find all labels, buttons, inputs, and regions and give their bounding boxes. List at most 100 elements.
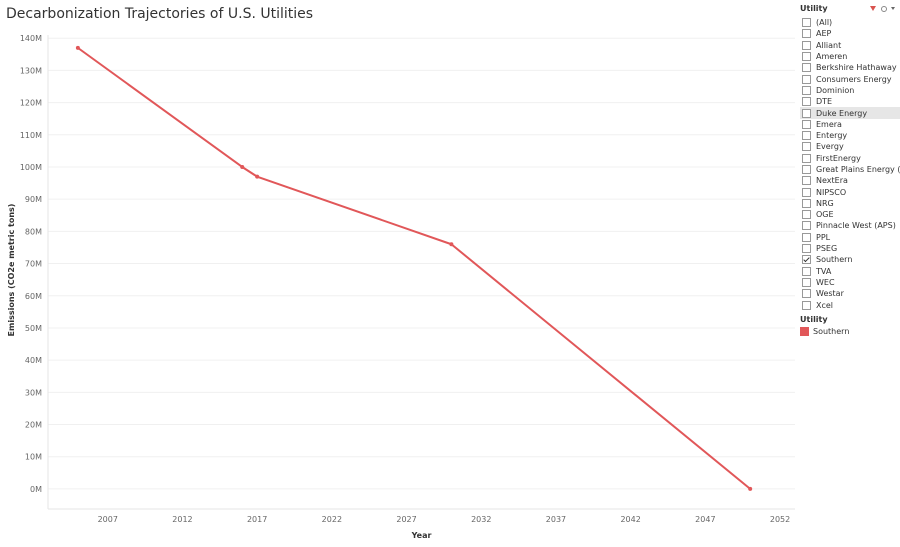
filter-item[interactable]: Evergy: [800, 141, 900, 152]
checkbox[interactable]: [802, 277, 811, 287]
filter-item[interactable]: PSEG: [800, 243, 900, 254]
filter-item-label: Ameren: [816, 52, 848, 62]
filter-item[interactable]: Great Plains Energy (...: [800, 164, 900, 175]
clear-filter-icon[interactable]: [870, 6, 876, 11]
data-point[interactable]: [748, 486, 753, 491]
y-tick-label: 50M: [25, 324, 42, 333]
gridlines: [48, 37, 795, 490]
x-tick-label: 2017: [247, 515, 267, 524]
page-title: Decarbonization Trajectories of U.S. Uti…: [6, 6, 314, 22]
filter-item-label: Duke Energy: [816, 108, 868, 118]
filter-item[interactable]: Southern: [800, 254, 900, 265]
checkbox[interactable]: [802, 74, 811, 84]
checkbox[interactable]: [802, 221, 811, 231]
checkbox[interactable]: [802, 63, 811, 73]
filter-item-label: Westar: [816, 289, 844, 299]
filter-item-label: Xcel: [816, 300, 834, 310]
data-point[interactable]: [240, 164, 245, 169]
filter-item-label: (All): [816, 18, 833, 28]
filter-item[interactable]: (All): [800, 17, 900, 28]
checkbox[interactable]: [802, 29, 811, 39]
filter-item[interactable]: NRG: [800, 198, 900, 209]
filter-item-label: Consumers Energy: [816, 74, 892, 84]
filter-item[interactable]: AEP: [800, 28, 900, 39]
checkbox[interactable]: [802, 119, 811, 129]
checkbox[interactable]: [802, 108, 811, 118]
filter-item[interactable]: DTE: [800, 96, 900, 107]
y-tick-label: 0M: [30, 485, 42, 494]
checkbox[interactable]: [802, 300, 811, 310]
y-tick-label: 130M: [20, 66, 42, 75]
filter-toolbar: [870, 4, 896, 13]
filter-item[interactable]: Emera: [800, 119, 900, 130]
filter-list: (All) AEP Alliant Ameren Berkshire Hathaway …: [800, 17, 900, 311]
filter-item-label: NIPSCO: [816, 187, 847, 197]
y-tick-label: 110M: [20, 131, 42, 140]
y-axis-title: Emissions (CO2e metric tons): [7, 204, 16, 337]
y-tick-label: 140M: [20, 34, 42, 43]
checkbox[interactable]: [802, 198, 811, 208]
filter-item[interactable]: OGE: [800, 209, 900, 220]
legend-swatch: [800, 327, 809, 336]
filter-item-label: TVA: [816, 266, 832, 276]
filter-item[interactable]: Berkshire Hathaway ...: [800, 62, 900, 73]
x-tick-label: 2052: [770, 515, 790, 524]
checkbox[interactable]: [802, 165, 811, 174]
checkbox[interactable]: [802, 244, 811, 254]
filter-item[interactable]: Ameren: [800, 51, 900, 62]
filter-item-label: Dominion: [816, 85, 855, 95]
y-tick-label: 20M: [25, 421, 42, 430]
filter-item-label: WEC: [816, 277, 835, 287]
filter-item[interactable]: NIPSCO: [800, 186, 900, 197]
filter-item-label: Great Plains Energy (...: [816, 165, 900, 174]
checkbox[interactable]: [802, 289, 811, 299]
checkbox[interactable]: [802, 40, 811, 50]
data-point[interactable]: [449, 242, 454, 247]
search-icon[interactable]: [880, 5, 887, 12]
checkbox[interactable]: [802, 52, 811, 62]
checkbox[interactable]: [802, 266, 811, 276]
checkbox-checked[interactable]: [802, 255, 811, 265]
filter-item-label: NextEra: [816, 176, 848, 186]
filter-item-label: FirstEnergy: [816, 153, 861, 163]
data-point[interactable]: [255, 174, 260, 179]
x-tick-label: 2037: [546, 515, 566, 524]
checkbox[interactable]: [802, 85, 811, 95]
filter-item-label: DTE: [816, 97, 833, 107]
filter-item[interactable]: Pinnacle West (APS): [800, 220, 900, 231]
x-tick-label: 2007: [98, 515, 118, 524]
checkbox[interactable]: [802, 187, 811, 197]
checkbox[interactable]: [802, 176, 811, 186]
filter-item[interactable]: TVA: [800, 266, 900, 277]
filter-item[interactable]: Dominion: [800, 85, 900, 96]
checkbox[interactable]: [802, 97, 811, 107]
y-tick-label: 60M: [25, 292, 42, 301]
y-tick-label: 100M: [20, 163, 42, 172]
checkbox[interactable]: [802, 210, 811, 220]
data-point[interactable]: [75, 45, 80, 50]
menu-dropdown-icon[interactable]: [891, 7, 896, 10]
filter-item[interactable]: Alliant: [800, 40, 900, 51]
filter-item-label: PSEG: [816, 244, 838, 254]
checkbox[interactable]: [802, 142, 811, 152]
filter-item[interactable]: Westar: [800, 288, 900, 299]
checkbox[interactable]: [802, 232, 811, 242]
filter-item[interactable]: Consumers Energy: [800, 73, 900, 84]
x-tick-label: 2047: [695, 515, 715, 524]
filter-item[interactable]: Duke Energy: [800, 107, 900, 119]
filter-item-label: AEP: [816, 29, 832, 39]
filter-item-label: NRG: [816, 198, 834, 208]
legend-item[interactable]: Southern: [800, 327, 900, 336]
filter-item[interactable]: Entergy: [800, 130, 900, 141]
checkbox[interactable]: [802, 153, 811, 163]
series-line-southern[interactable]: [77, 47, 751, 490]
filter-item[interactable]: PPL: [800, 232, 900, 243]
y-tick-label: 90M: [25, 195, 42, 204]
filter-item[interactable]: Xcel: [800, 299, 900, 310]
filter-item[interactable]: FirstEnergy: [800, 153, 900, 164]
checkbox[interactable]: [802, 131, 811, 141]
filter-item-label: Berkshire Hathaway ...: [816, 63, 900, 73]
filter-item[interactable]: NextEra: [800, 175, 900, 186]
checkbox[interactable]: [802, 18, 811, 28]
filter-item[interactable]: WEC: [800, 277, 900, 288]
